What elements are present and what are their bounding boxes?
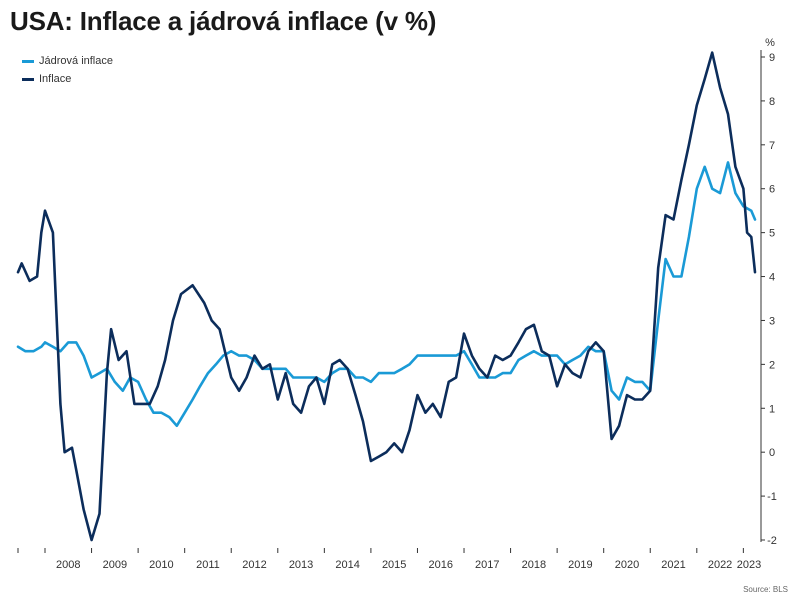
- legend-item-headline: Inflace: [22, 70, 113, 88]
- x-tick-label: 2015: [382, 559, 406, 571]
- y-tick-label: 9: [769, 52, 775, 64]
- x-tick-label: 2011: [196, 559, 220, 571]
- series-line-inflation: [16, 51, 757, 542]
- source-note: Source: BLS: [743, 585, 788, 594]
- x-tick-label: 2016: [428, 559, 452, 571]
- y-tick-label: 1: [769, 403, 775, 415]
- y-tick-label: 2: [769, 359, 775, 371]
- y-tick-label: 4: [769, 272, 775, 284]
- y-tick-label: 5: [769, 228, 775, 240]
- x-tick-label: 2017: [475, 559, 499, 571]
- y-tick-label: 8: [769, 96, 775, 108]
- x-tick-label: 2020: [615, 559, 639, 571]
- x-tick-label: 2013: [289, 559, 313, 571]
- y-tick-label: -1: [767, 491, 777, 503]
- legend-label-core: Jádrová inflace: [39, 55, 113, 67]
- legend: Jádrová inflace Inflace: [22, 52, 113, 88]
- x-tick-label: 2014: [335, 559, 359, 571]
- x-tick-label: 2012: [242, 559, 266, 571]
- y-tick-label: -2: [767, 535, 777, 547]
- x-tick-label: 2023: [737, 559, 761, 571]
- x-tick-label: 2022: [708, 559, 732, 571]
- x-tick-label: 2018: [522, 559, 546, 571]
- x-tick-label: 2009: [103, 559, 127, 571]
- series-line-core-inflation: [16, 161, 757, 428]
- x-tick-label: 2019: [568, 559, 592, 571]
- x-tick-label: 2008: [56, 559, 80, 571]
- x-tick-label: 2010: [149, 559, 173, 571]
- y-tick-label: 3: [769, 315, 775, 327]
- y-tick-label: 7: [769, 140, 775, 152]
- chart-title: USA: Inflace a jádrová inflace (v %): [10, 6, 437, 36]
- legend-item-core: Jádrová inflace: [22, 52, 113, 70]
- y-tick-label: 0: [769, 447, 775, 459]
- y-axis-unit-label: %: [765, 37, 775, 49]
- legend-swatch-core: [22, 59, 34, 63]
- x-tick-label: 2021: [661, 559, 685, 571]
- legend-label-headline: Inflace: [39, 73, 72, 85]
- y-tick-label: 6: [769, 184, 775, 196]
- legend-swatch-headline: [22, 77, 34, 81]
